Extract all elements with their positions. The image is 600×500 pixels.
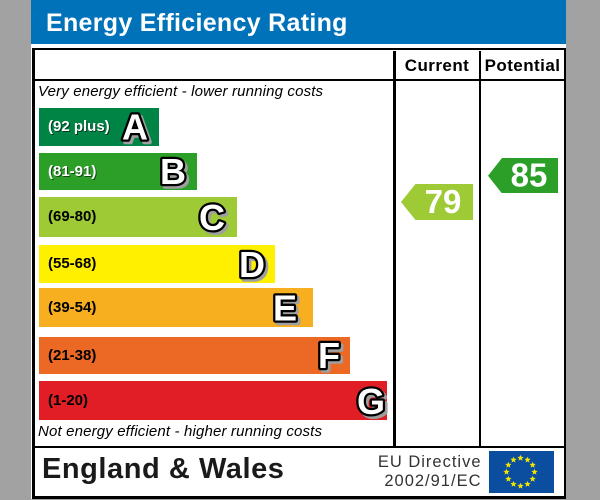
- svg-text:E: E: [272, 287, 296, 328]
- svg-text:F: F: [318, 335, 340, 376]
- svg-text:B: B: [160, 151, 186, 192]
- svg-text:C: C: [199, 197, 225, 238]
- svg-text:79: 79: [425, 184, 462, 220]
- svg-text:C: C: [202, 200, 228, 241]
- svg-text:E: E: [275, 290, 299, 331]
- svg-text:F: F: [321, 337, 343, 378]
- svg-text:G: G: [359, 383, 387, 424]
- svg-text:A: A: [125, 109, 151, 150]
- svg-text:85: 85: [510, 158, 547, 194]
- svg-text:D: D: [242, 246, 268, 287]
- svg-text:A: A: [122, 107, 148, 148]
- svg-text:D: D: [239, 243, 265, 284]
- svg-text:B: B: [163, 153, 189, 194]
- svg-text:G: G: [356, 381, 384, 422]
